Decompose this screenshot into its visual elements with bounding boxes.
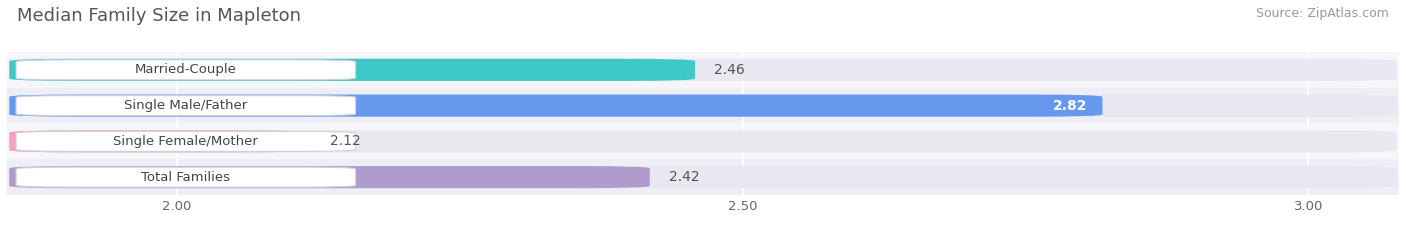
FancyBboxPatch shape <box>15 60 356 80</box>
Bar <box>7 52 1399 88</box>
FancyBboxPatch shape <box>10 95 1102 117</box>
FancyBboxPatch shape <box>10 166 1396 188</box>
Text: 2.82: 2.82 <box>1053 99 1088 113</box>
Text: 2.42: 2.42 <box>669 170 700 184</box>
FancyBboxPatch shape <box>15 167 356 187</box>
Text: Married-Couple: Married-Couple <box>135 63 236 76</box>
Text: 2.12: 2.12 <box>329 134 360 148</box>
Text: Single Male/Father: Single Male/Father <box>124 99 247 112</box>
Text: Median Family Size in Mapleton: Median Family Size in Mapleton <box>17 7 301 25</box>
FancyBboxPatch shape <box>10 59 695 81</box>
FancyBboxPatch shape <box>10 95 1396 117</box>
FancyBboxPatch shape <box>10 166 650 188</box>
Text: 2.46: 2.46 <box>714 63 745 77</box>
FancyBboxPatch shape <box>10 59 1396 81</box>
Text: Single Female/Mother: Single Female/Mother <box>114 135 259 148</box>
FancyBboxPatch shape <box>10 130 1396 152</box>
Bar <box>7 123 1399 159</box>
Bar <box>7 88 1399 123</box>
FancyBboxPatch shape <box>10 130 311 152</box>
Text: Total Families: Total Families <box>142 171 231 184</box>
Bar <box>7 159 1399 195</box>
FancyBboxPatch shape <box>15 131 356 151</box>
Text: Source: ZipAtlas.com: Source: ZipAtlas.com <box>1256 7 1389 20</box>
FancyBboxPatch shape <box>15 96 356 116</box>
